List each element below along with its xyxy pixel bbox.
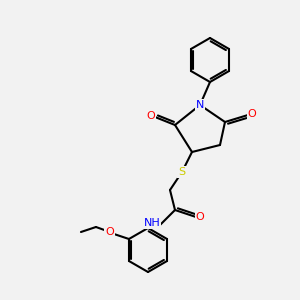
Text: O: O	[248, 109, 256, 119]
Text: S: S	[178, 167, 186, 177]
Text: NH: NH	[144, 218, 160, 228]
Text: N: N	[196, 100, 204, 110]
Text: O: O	[196, 212, 204, 222]
Text: O: O	[106, 227, 114, 237]
Text: O: O	[147, 111, 155, 121]
